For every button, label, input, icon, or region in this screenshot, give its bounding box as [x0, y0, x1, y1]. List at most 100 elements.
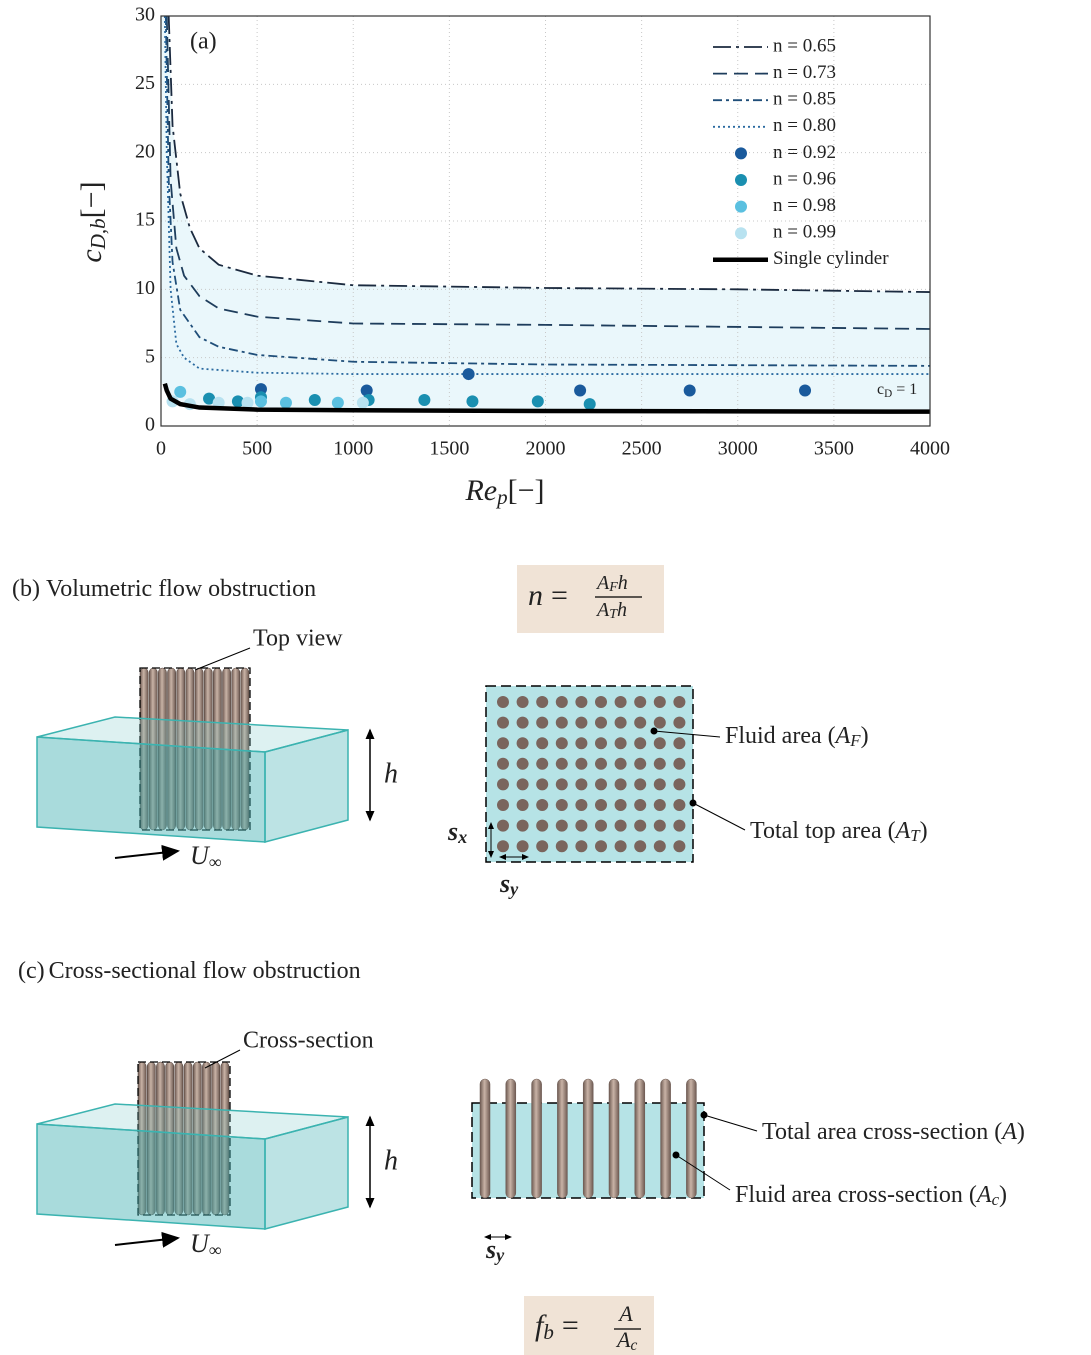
plot-area: [161, 16, 930, 426]
cylinder-dot: [497, 799, 509, 811]
callout: Cross-section: [243, 1028, 374, 1054]
spacing-label: sx: [447, 817, 467, 847]
point: [254, 395, 267, 408]
y-tick-label: 25: [135, 72, 155, 94]
cylinder-dot: [595, 840, 607, 853]
legend-swatch: [735, 200, 747, 213]
cylinder-dot: [555, 819, 568, 832]
point: [531, 395, 544, 408]
y-tick-label: 0: [145, 414, 155, 436]
legend-label: n = 0.96: [773, 168, 836, 189]
cylinder-dot: [595, 819, 607, 832]
cylinder-dot: [673, 840, 686, 853]
cylinder-dot: [575, 819, 588, 832]
formula-box: [524, 1296, 654, 1355]
cylinder-dot: [673, 819, 686, 832]
cylinder-dot: [673, 778, 686, 791]
cylinder-dot: [673, 737, 686, 750]
outline: [139, 667, 251, 831]
point: [360, 384, 373, 397]
cylinder-dot: [634, 737, 647, 750]
rod: [531, 1078, 542, 1199]
point: [683, 384, 696, 397]
point: [279, 396, 292, 409]
cylinder-dot: [595, 757, 607, 770]
cylinder-dot: [516, 840, 529, 853]
x-tick-label: 3000: [718, 438, 758, 460]
cylinder-dot: [536, 819, 549, 832]
flow-arrow: [114, 1231, 180, 1248]
cylinder-dot: [575, 799, 588, 811]
legend-label: n = 0.99: [773, 222, 836, 243]
point: [799, 384, 812, 397]
cylinder-dot: [497, 696, 509, 708]
cylinder-dot: [595, 799, 607, 811]
cylinder-dot: [536, 716, 549, 729]
panel-label: (b) Volumetric flow obstruction: [12, 576, 316, 602]
legend-swatch: [735, 227, 747, 240]
cylinder-dot: [614, 799, 627, 811]
cylinder-dot: [595, 696, 607, 708]
legend-label: Single cylinder: [773, 248, 889, 269]
cylinder-dot: [673, 716, 686, 729]
point: [356, 396, 369, 409]
leader: [194, 647, 251, 671]
callout: Fluid area cross-section (Ac): [735, 1182, 1007, 1209]
cylinder-dot: [555, 840, 568, 853]
cylinder-dot: [575, 757, 588, 770]
cylinder-dot: [575, 778, 588, 791]
water-face: [36, 1123, 266, 1230]
rod: [660, 1078, 671, 1199]
volumetric-diagram: [36, 667, 746, 863]
legend-swatch: [735, 174, 747, 186]
line: [167, 16, 930, 293]
top-area: [485, 685, 694, 863]
x-tick-label: 0: [156, 438, 166, 460]
cylinder-dot: [614, 778, 627, 791]
x-tick-label: 500: [242, 438, 272, 460]
point: [254, 383, 267, 396]
annotation: cD = 1: [877, 381, 917, 400]
cylinder-dot: [516, 757, 529, 770]
spacing-label: sy: [499, 869, 519, 899]
rod: [505, 1078, 517, 1199]
cylinder-dot: [614, 757, 627, 770]
leader: [692, 802, 746, 831]
formula-box: [517, 565, 664, 633]
cross-section-diagram: [36, 1061, 758, 1248]
point: [231, 395, 244, 408]
leader: [653, 730, 721, 738]
point: [308, 394, 321, 407]
cylinder-dot: [575, 840, 588, 853]
cylinder-dot: [497, 737, 509, 750]
cylinder-dot: [536, 737, 549, 750]
cylinder-dot: [516, 716, 529, 729]
cylinder-dot: [653, 716, 666, 729]
cylinder-dot: [634, 819, 647, 832]
point: [203, 392, 216, 405]
formula-numerator: A: [617, 1301, 633, 1326]
rod: [582, 1078, 594, 1199]
cylinder-dot: [555, 716, 568, 729]
flow-arrow: [114, 844, 180, 861]
plot-frame: [160, 15, 931, 427]
cylinder-dot: [634, 799, 647, 811]
cylinder-dot: [634, 716, 647, 729]
cylinder-dot: [516, 819, 529, 832]
flow-label: U∞: [190, 1229, 222, 1260]
cylinder-dot: [555, 757, 568, 770]
legend-label: n = 0.92: [773, 142, 836, 163]
formula: n =: [528, 579, 568, 612]
cylinder-dot: [536, 840, 549, 853]
cylinder-dot: [497, 819, 509, 832]
cylinder-dot: [653, 757, 666, 770]
cylinder-dot: [653, 799, 666, 811]
point: [466, 395, 479, 408]
cylinder-dot: [516, 696, 529, 708]
y-axis-label: cD,b[−]: [75, 181, 110, 262]
legend-swatch: [735, 147, 747, 160]
cylinder-dot: [614, 716, 627, 729]
line: [162, 383, 930, 414]
point: [331, 396, 344, 409]
